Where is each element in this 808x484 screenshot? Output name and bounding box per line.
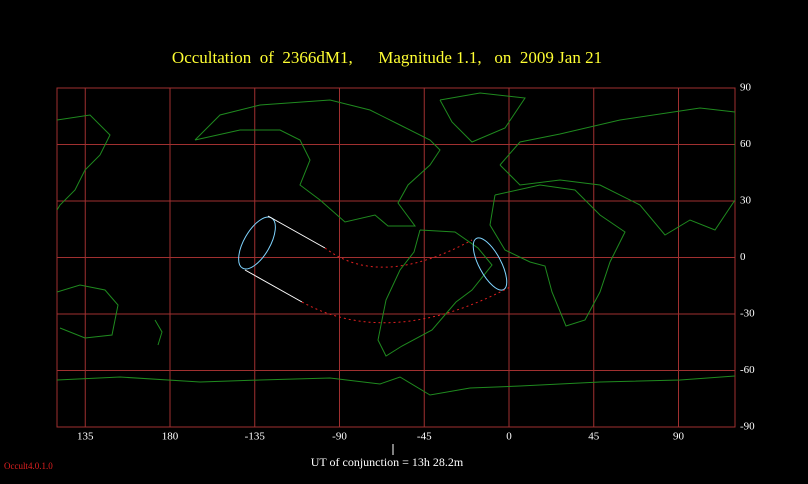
y-tick-label: 30 [740,195,752,207]
x-tick-label: -90 [332,431,347,443]
coast-africa [489,184,626,327]
y-tick-label: -60 [740,364,755,376]
coast-antarctica [57,375,735,396]
occultation-path [238,215,511,324]
coast-east-asia [57,114,111,211]
conjunction-label: UT of conjunction = 13h 28.2m [311,455,464,469]
coast-north-america [194,99,441,227]
x-tick-label: 135 [77,431,94,443]
coast-south-america [377,229,493,357]
grid: 135 180 -135 -90 -45 0 45 90 90 60 30 0 -30 -60 -90 [56,82,755,443]
coast-australia [57,284,119,339]
title: Occultation of 2366dM1, Magnitude 1.1, o… [172,48,602,67]
y-tick-label: -90 [740,421,755,433]
y-tick-label: 60 [740,138,752,150]
x-tick-label: 90 [673,431,685,443]
path-limit-dotted [301,286,511,324]
x-tick-label: 45 [588,431,600,443]
x-tick-label: 180 [162,431,179,443]
coast-greenland [439,92,526,143]
y-tick-label: -30 [740,308,755,320]
x-tick-label: -135 [245,431,266,443]
x-tick-label: 0 [506,431,512,443]
y-tick-label: 0 [740,251,746,263]
path-limit [267,215,326,249]
path-limit-dotted [324,239,473,268]
coastlines [57,92,735,396]
path-limit [244,269,303,303]
coast-eurasia [499,107,735,236]
y-tick-label: 90 [740,82,752,94]
shadow-ellipse [238,216,276,270]
version-label: Occult4.0.1.0 [4,461,53,471]
coast-new-zealand [154,319,163,346]
shadow-ellipse [472,237,508,291]
x-tick-label: -45 [417,431,432,443]
